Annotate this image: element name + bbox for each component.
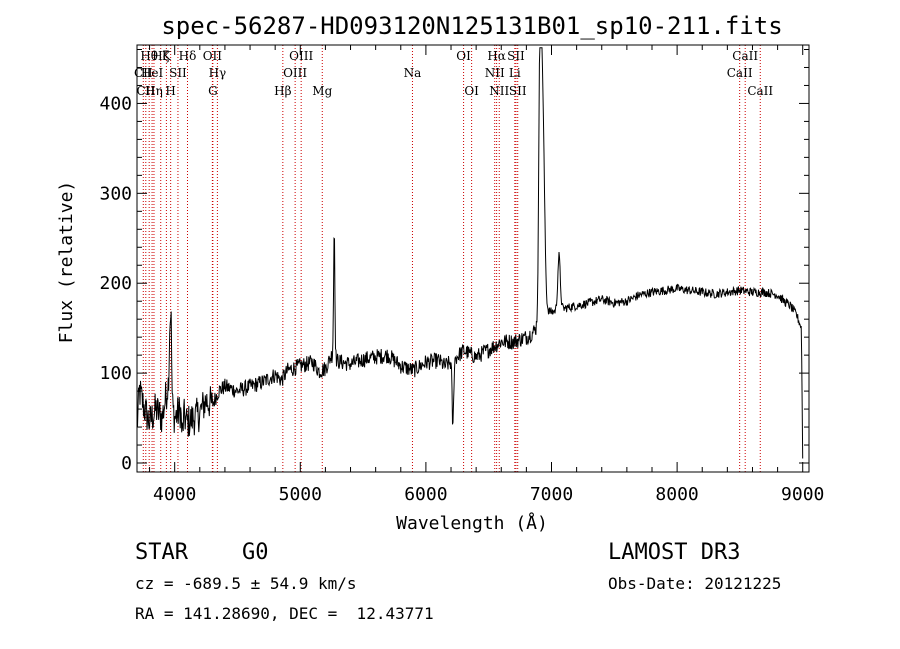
- coordinates-text: RA = 141.28690, DEC = 12.43771: [135, 604, 434, 623]
- chart-title: spec-56287-HD093120N125131B01_sp10-211.f…: [161, 12, 782, 40]
- line-marker-label: OI: [464, 84, 479, 98]
- x-tick-label: 5000: [279, 484, 322, 505]
- object-subclass: G0: [242, 540, 269, 565]
- line-marker-label: OI: [456, 49, 471, 63]
- line-marker-label: Na: [404, 66, 422, 80]
- line-marker-label: CII: [136, 84, 155, 98]
- line-marker-label: HeI: [141, 66, 164, 80]
- line-marker-label: Hγ: [209, 66, 227, 80]
- line-marker-label: OIII: [289, 49, 313, 63]
- line-marker-label: NII: [485, 66, 505, 80]
- x-tick-label: 6000: [404, 484, 447, 505]
- line-marker-label: Hη: [145, 84, 163, 98]
- line-marker-labels: CII CII Hθ HeI Hη HζK H SII Hδ OII G Hγ Hβ OIII OIII Mg…: [134, 49, 773, 98]
- line-marker-label: Hδ: [179, 49, 197, 63]
- line-marker-label: CaII: [747, 84, 773, 98]
- y-tick-label: 200: [99, 273, 132, 294]
- line-marker-label: Hα: [487, 49, 506, 63]
- line-marker-label: Hθ: [140, 49, 158, 63]
- line-marker-label: Li: [509, 66, 521, 80]
- line-marker-label: Mg: [312, 84, 332, 98]
- y-tick-label: 100: [99, 363, 132, 384]
- x-tick-label: 9000: [781, 484, 824, 505]
- y-axis-label: Flux (relative): [56, 181, 77, 344]
- y-tick-label: 300: [99, 183, 132, 204]
- line-marker-label: H: [165, 84, 175, 98]
- redshift-text: cz = -689.5 ± 54.9 km/s: [135, 574, 357, 593]
- line-marker-label: SII: [169, 66, 187, 80]
- line-marker-label: CaII: [732, 49, 758, 63]
- x-tick-label: 8000: [655, 484, 698, 505]
- line-marker-label: SII: [507, 49, 525, 63]
- y-tick-label: 0: [121, 453, 132, 474]
- line-marker-label: NII: [489, 84, 509, 98]
- spectrum-line: [136, 47, 804, 459]
- object-class: STAR: [135, 540, 188, 565]
- survey-name: LAMOST DR3: [608, 540, 741, 565]
- line-markers: [142, 45, 761, 472]
- y-axis-ticks: 0 100 200 300 400: [99, 48, 809, 474]
- line-marker-label: CII: [134, 66, 153, 80]
- y-tick-label: 400: [99, 93, 132, 114]
- line-marker-label: SII: [509, 84, 527, 98]
- plot-frame: [136, 44, 810, 473]
- line-marker-label: G: [208, 84, 218, 98]
- line-marker-label: Hζ: [152, 49, 169, 63]
- line-marker-label: OIII: [283, 66, 307, 80]
- x-tick-label: 4000: [153, 484, 196, 505]
- x-axis-ticks: 4000 5000 6000 7000 8000 9000: [149, 45, 824, 505]
- x-tick-label: 7000: [530, 484, 573, 505]
- line-marker-label: K: [162, 49, 172, 63]
- line-marker-label: Hβ: [274, 84, 291, 98]
- obs-date-text: Obs-Date: 20121225: [608, 574, 782, 593]
- x-axis-label: Wavelength (Å): [396, 512, 548, 534]
- line-marker-label: OII: [203, 49, 223, 63]
- line-marker-label: CaII: [727, 66, 753, 80]
